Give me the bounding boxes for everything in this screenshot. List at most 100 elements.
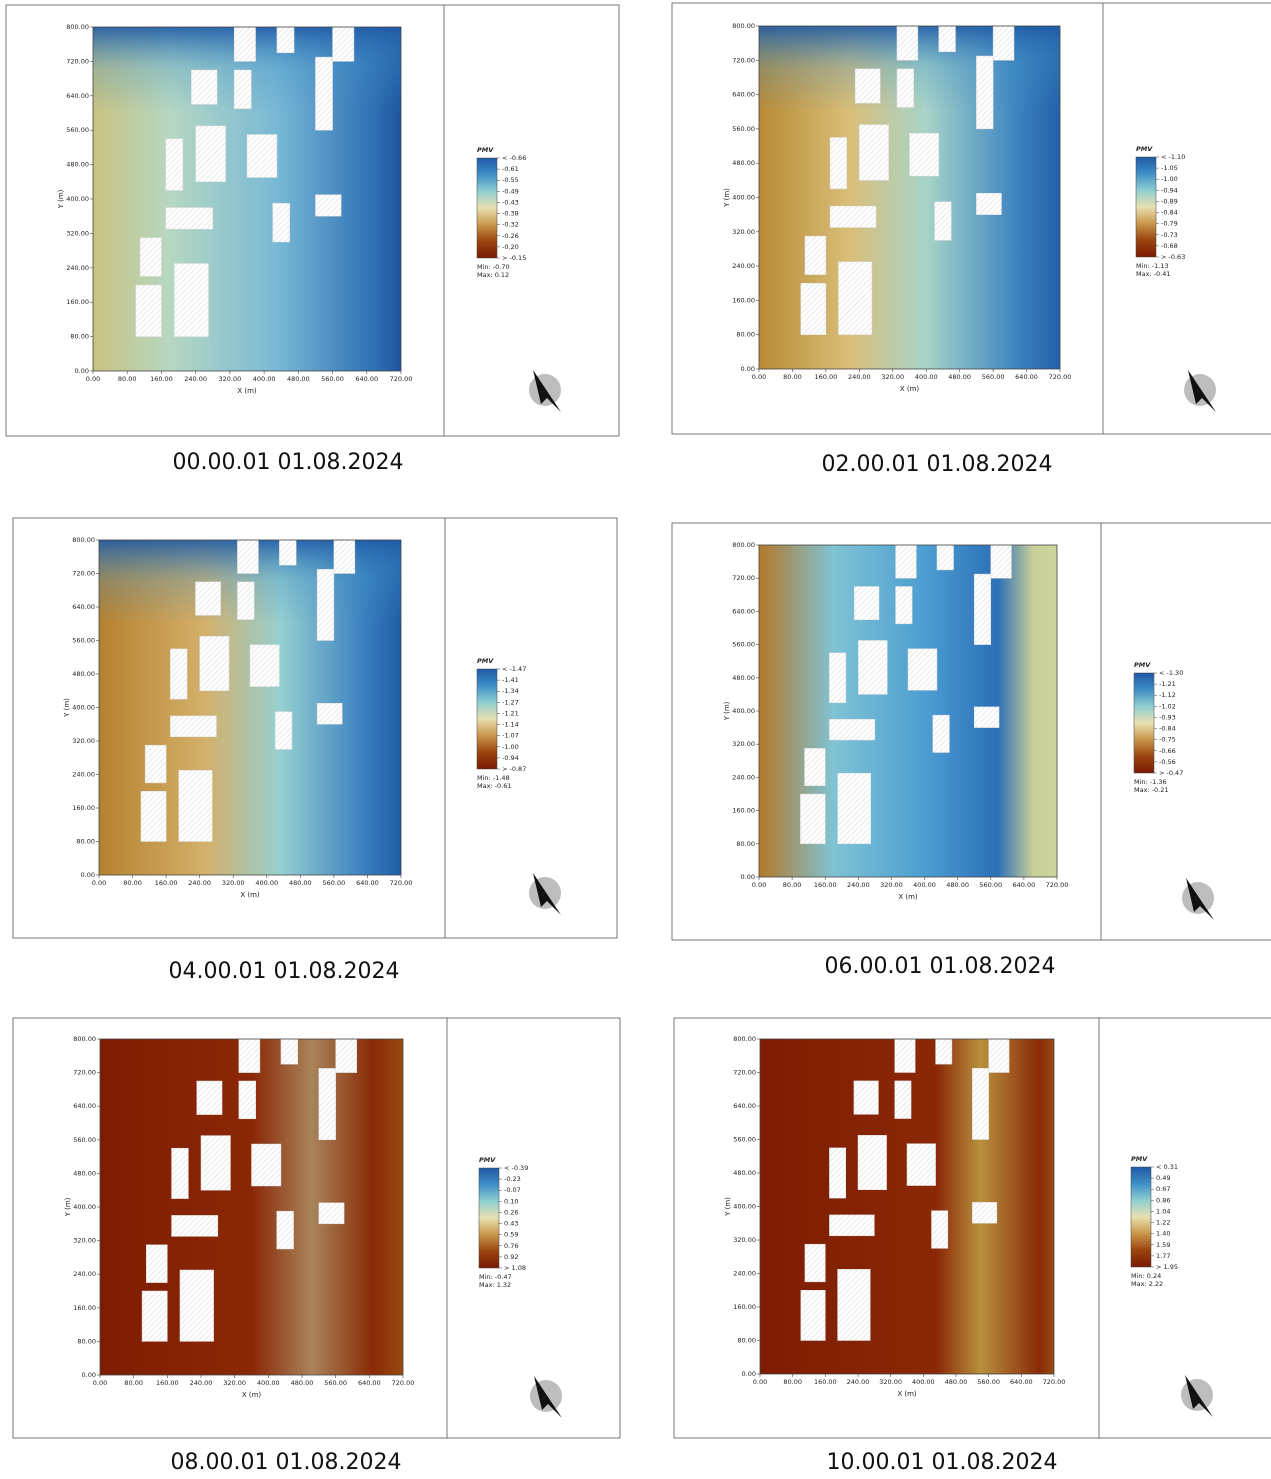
building — [838, 1269, 871, 1340]
legend-label: -0.79 — [1161, 220, 1178, 228]
page: 0.00 80.00 160.00 240.00 320.00 400.00 480.00 5… — [0, 0, 1271, 1479]
building — [195, 582, 220, 616]
compass-label: N — [543, 1395, 546, 1400]
building — [252, 1144, 281, 1186]
building — [237, 582, 254, 620]
building — [830, 206, 876, 227]
x-tick-label: 80.00 — [124, 1379, 143, 1387]
legend-min: Min: -0.70 — [477, 263, 510, 271]
legend-label: -0.38 — [502, 210, 519, 218]
building — [801, 1290, 826, 1340]
building — [933, 715, 950, 752]
y-tick-label: 640.00 — [732, 91, 755, 99]
building — [180, 1270, 214, 1341]
compass-label: N — [542, 892, 545, 897]
legend-min: Min: -1.48 — [477, 774, 510, 782]
x-tick-label: 560.00 — [982, 373, 1005, 381]
y-tick-label: 480.00 — [66, 161, 89, 169]
building — [989, 1039, 1009, 1073]
building — [939, 26, 956, 52]
y-tick-label: 160.00 — [66, 298, 89, 306]
x-tick-label: 0.00 — [92, 879, 106, 887]
building — [179, 770, 213, 841]
legend-label: -0.89 — [1161, 197, 1178, 205]
y-tick-label: 240.00 — [66, 264, 89, 272]
legend-title: PMV — [477, 146, 494, 154]
legend-label: -0.61 — [502, 165, 519, 173]
legend-label: < -0.66 — [502, 154, 526, 162]
x-tick-label: 240.00 — [847, 1378, 870, 1386]
building — [234, 27, 255, 61]
building — [855, 69, 880, 103]
y-tick-label: 240.00 — [72, 771, 95, 779]
x-axis-label: X (m) — [242, 1391, 262, 1399]
y-tick-label: 720.00 — [733, 1069, 756, 1077]
legend-label: -0.66 — [1159, 747, 1176, 755]
building — [334, 540, 355, 574]
legend-label: -0.23 — [504, 1175, 521, 1183]
x-tick-label: 160.00 — [814, 881, 837, 889]
x-tick-label: 480.00 — [946, 881, 969, 889]
legend-label: -0.49 — [502, 187, 519, 195]
y-tick-label: 160.00 — [733, 1303, 756, 1311]
y-tick-label: 400.00 — [732, 194, 755, 202]
y-axis-label: Y (m) — [63, 698, 71, 718]
y-tick-label: 320.00 — [733, 1236, 756, 1244]
legend-label: -1.21 — [502, 709, 519, 717]
legend-label: 0.49 — [1156, 1174, 1170, 1182]
y-tick-label: 160.00 — [732, 807, 755, 815]
y-tick-label: 560.00 — [72, 637, 95, 645]
figure: 0.00 80.00 160.00 240.00 320.00 400.00 480.00 5… — [0, 0, 1271, 1479]
x-tick-label: 640.00 — [358, 1379, 381, 1387]
building — [315, 57, 332, 130]
panel-caption: 02.00.01 01.08.2024 — [822, 452, 1053, 477]
x-tick-label: 240.00 — [847, 881, 870, 889]
y-tick-label: 640.00 — [732, 607, 755, 615]
y-tick-label: 640.00 — [73, 1102, 96, 1110]
x-axis-label: X (m) — [240, 891, 260, 899]
building — [281, 1039, 298, 1064]
colorbar — [1131, 1167, 1151, 1267]
x-tick-label: 720.00 — [1043, 1378, 1066, 1386]
compass-label: N — [542, 389, 545, 394]
legend-label: 0.86 — [1156, 1196, 1170, 1204]
x-tick-label: 320.00 — [879, 1378, 902, 1386]
legend-label: 0.92 — [504, 1253, 518, 1261]
legend-label: -0.56 — [1159, 758, 1176, 766]
x-tick-label: 160.00 — [815, 373, 838, 381]
x-tick-label: 720.00 — [392, 1379, 415, 1387]
x-tick-label: 400.00 — [915, 373, 938, 381]
building — [315, 195, 341, 217]
building — [237, 540, 258, 574]
y-tick-label: 0.00 — [75, 367, 89, 375]
building — [336, 1039, 357, 1073]
building — [239, 1081, 256, 1119]
building — [805, 236, 826, 275]
building — [976, 56, 993, 129]
legend-label: -1.00 — [502, 743, 519, 751]
building — [166, 139, 183, 191]
legend-label: -1.12 — [1159, 691, 1176, 699]
building — [972, 1202, 997, 1223]
building — [895, 1039, 915, 1073]
x-tick-label: 160.00 — [150, 375, 173, 383]
x-tick-label: 0.00 — [752, 881, 766, 889]
legend-label: -1.02 — [1159, 702, 1176, 710]
y-tick-label: 560.00 — [732, 125, 755, 133]
legend-label: 0.76 — [504, 1242, 518, 1250]
building — [897, 69, 914, 108]
panel-caption: 00.00.01 01.08.2024 — [173, 450, 404, 475]
legend-label: -0.84 — [1159, 725, 1176, 733]
building — [234, 70, 251, 109]
legend-max: Max: -0.41 — [1136, 270, 1171, 278]
legend-label: -0.93 — [1159, 713, 1176, 721]
building — [937, 545, 954, 570]
building — [854, 1081, 879, 1115]
x-tick-label: 400.00 — [912, 1378, 935, 1386]
y-tick-label: 80.00 — [736, 331, 755, 339]
x-tick-label: 480.00 — [289, 879, 312, 887]
building — [317, 703, 342, 724]
x-tick-label: 160.00 — [814, 1378, 837, 1386]
building — [936, 1039, 952, 1064]
legend-label: 1.40 — [1156, 1230, 1170, 1238]
